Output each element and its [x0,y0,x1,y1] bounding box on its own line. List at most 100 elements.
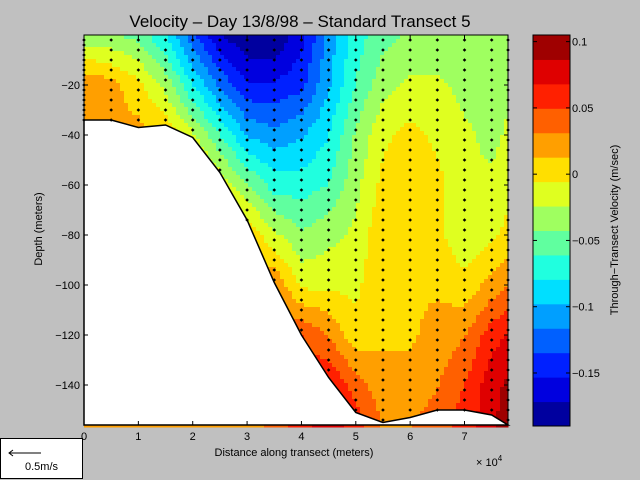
velocity-cell [224,63,229,68]
velocity-cell [280,35,285,40]
velocity-cell [248,147,253,152]
velocity-cell [236,91,241,96]
velocity-cell [204,127,209,132]
velocity-cell [224,91,229,96]
velocity-cell [236,87,241,92]
velocity-cell [268,39,273,44]
velocity-cell [124,95,129,100]
velocity-cell [232,47,237,52]
velocity-cell [212,155,217,160]
velocity-cell [276,83,281,88]
velocity-cell [156,91,161,96]
velocity-cell [264,103,269,108]
velocity-cell [96,115,101,120]
velocity-cell [264,139,269,144]
velocity-cell [208,103,213,108]
velocity-cell [96,87,101,92]
velocity-cell [256,67,261,72]
velocity-cell [132,35,137,40]
velocity-cell [236,151,241,156]
velocity-cell [248,99,253,104]
velocity-cell [260,231,265,236]
velocity-cell [264,95,269,100]
velocity-cell [216,35,221,40]
velocity-cell [260,95,265,100]
velocity-cell [244,171,249,176]
velocity-cell [208,43,213,48]
velocity-cell [144,47,149,52]
velocity-cell [256,55,261,60]
velocity-cell [208,111,213,116]
velocity-cell [240,123,245,128]
velocity-cell [240,95,245,100]
velocity-cell [268,219,273,224]
velocity-cell [236,95,241,100]
velocity-cell [164,59,169,64]
velocity-cell [276,123,281,128]
velocity-cell [232,123,237,128]
velocity-cell [268,99,273,104]
velocity-cell [168,39,173,44]
velocity-cell [252,139,257,144]
velocity-cell [276,275,281,280]
velocity-cell [228,139,233,144]
velocity-cell [248,79,253,84]
velocity-cell [224,39,229,44]
velocity-cell [212,67,217,72]
velocity-cell [220,131,225,136]
velocity-cell [212,115,217,120]
velocity-cell [152,75,157,80]
velocity-cell [168,67,173,72]
velocity-cell [204,147,209,152]
velocity-cell [216,119,221,124]
velocity-cell [100,71,105,76]
velocity-cell [248,167,253,172]
velocity-cell [148,55,153,60]
velocity-cell [244,79,249,84]
velocity-cell [132,87,137,92]
velocity-cell [224,179,229,184]
velocity-cell [268,175,273,180]
velocity-cell [212,95,217,100]
velocity-cell [256,235,261,240]
velocity-cell [84,107,89,112]
velocity-cell [220,71,225,76]
velocity-cell [100,87,105,92]
velocity-cell [260,123,265,128]
velocity-cell [276,179,281,184]
velocity-cell [224,115,229,120]
velocity-cell [268,127,273,132]
velocity-cell [112,39,117,44]
velocity-cell [280,155,285,160]
velocity-cell [232,107,237,112]
velocity-cell [244,203,249,208]
velocity-cell [168,103,173,108]
velocity-cell [248,195,253,200]
velocity-cell [272,103,277,108]
velocity-cell [280,119,285,124]
velocity-cell [232,75,237,80]
velocity-cell [228,107,233,112]
velocity-cell [260,211,265,216]
velocity-cell [220,135,225,140]
velocity-cell [268,199,273,204]
velocity-cell [252,95,257,100]
velocity-cell [232,155,237,160]
velocity-cell [204,83,209,88]
velocity-cell [180,123,185,128]
velocity-cell [108,79,113,84]
velocity-cell [224,159,229,164]
velocity-cell [276,175,281,180]
velocity-cell [272,191,277,196]
velocity-cell [268,87,273,92]
velocity-cell [104,83,109,88]
velocity-cell [240,183,245,188]
velocity-cell [232,59,237,64]
velocity-cell [96,99,101,104]
velocity-cell [172,103,177,108]
velocity-cell [200,51,205,56]
velocity-cell [208,99,213,104]
velocity-cell [200,107,205,112]
velocity-cell [272,255,277,260]
velocity-cell [172,47,177,52]
